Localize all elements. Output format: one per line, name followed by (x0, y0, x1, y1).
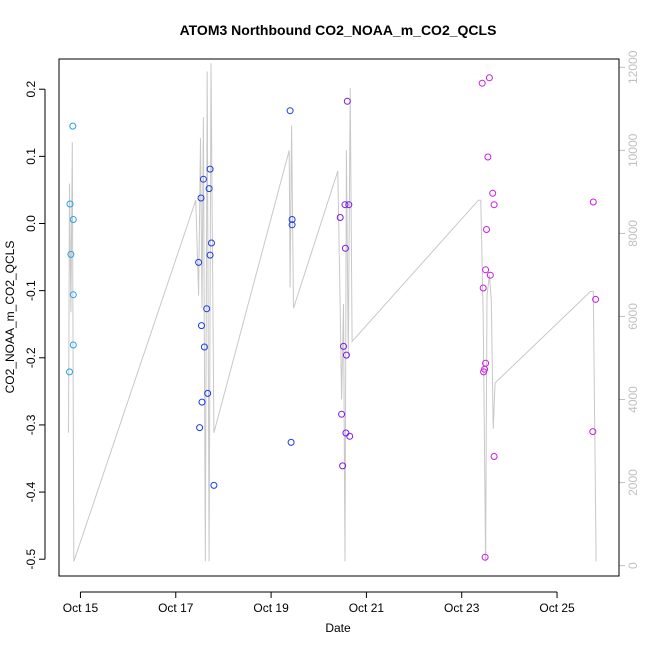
x-tick-label: Oct 19 (253, 601, 289, 615)
data-point (67, 250, 75, 258)
data-point (490, 453, 498, 460)
data-point (198, 322, 205, 330)
chart-title: ATOM3 Northbound CO2_NOAA_m_CO2_QCLS (180, 22, 497, 38)
y-axis-label: CO2_NOAA_m_CO2_QCLS (3, 241, 17, 394)
data-point (478, 79, 486, 87)
data-point (66, 200, 74, 208)
x-tick-label: Oct 21 (349, 601, 385, 615)
points-layer (66, 74, 600, 561)
data-point (479, 284, 487, 292)
data-point (486, 271, 494, 279)
y2-tick-label: 0 (626, 562, 640, 569)
data-point (287, 438, 295, 446)
data-point (69, 291, 77, 299)
data-point (206, 251, 214, 259)
data-point (490, 201, 498, 209)
data-point (589, 198, 597, 206)
data-point (69, 341, 77, 349)
data-point (483, 226, 490, 233)
data-point (208, 239, 215, 247)
y-tick-label: -0.3 (24, 414, 38, 435)
data-point (206, 165, 214, 173)
data-point (342, 351, 350, 359)
data-point (482, 266, 490, 274)
data-point (336, 214, 344, 221)
x-tick-label: Oct 23 (444, 601, 480, 615)
data-point (197, 194, 205, 202)
data-point (69, 122, 77, 130)
data-point (341, 244, 349, 252)
data-point (69, 216, 77, 223)
data-point (203, 305, 211, 313)
data-point (210, 481, 218, 489)
y2-tick-label: 12000 (626, 50, 640, 84)
data-point (199, 175, 207, 183)
y2-tick-label: 2000 (626, 469, 640, 496)
x-tick-label: Oct 15 (63, 601, 99, 615)
data-point (341, 201, 349, 209)
data-point (340, 342, 347, 350)
data-point (338, 410, 346, 418)
data-point (482, 359, 490, 367)
data-point (484, 153, 492, 161)
data-point (196, 424, 204, 432)
data-point (286, 107, 294, 115)
data-point (288, 216, 296, 223)
data-point (288, 221, 296, 229)
y-tick-label: -0.4 (24, 481, 38, 502)
data-point (343, 97, 351, 105)
secondary-line-layer (68, 63, 597, 562)
data-point (346, 432, 354, 440)
data-point (195, 258, 203, 266)
x-axis-label: Date (325, 621, 351, 635)
plot-frame (58, 58, 620, 577)
axes-layer: Oct 15 Oct 17 Oct 19 Oct 21 Oct 23 Oct 25 -0.5… (24, 50, 640, 615)
data-point (345, 201, 353, 209)
data-point (592, 295, 600, 303)
y2-tick-label: 4000 (626, 386, 640, 413)
y-tick-label: -0.2 (24, 347, 38, 368)
data-point (204, 389, 212, 397)
data-point (481, 553, 489, 561)
y2-tick-label: 6000 (626, 303, 640, 330)
x-tick-label: Oct 17 (158, 601, 194, 615)
data-point (339, 462, 347, 470)
y2-tick-label: 10000 (626, 133, 640, 167)
y-tick-label: 0.1 (24, 148, 38, 165)
data-point (205, 185, 213, 193)
data-point (489, 189, 497, 197)
y-tick-label: 0.0 (24, 215, 38, 232)
data-point (589, 428, 597, 436)
data-point (200, 343, 208, 351)
y-tick-label: -0.1 (24, 280, 38, 301)
y-tick-label: 0.2 (24, 81, 38, 98)
data-point (485, 74, 493, 82)
secondary-line (68, 63, 597, 562)
data-point (66, 368, 73, 376)
data-point (198, 398, 206, 406)
y-tick-label: -0.5 (24, 549, 38, 570)
x-tick-label: Oct 25 (539, 601, 575, 615)
y2-tick-label: 8000 (626, 220, 640, 247)
